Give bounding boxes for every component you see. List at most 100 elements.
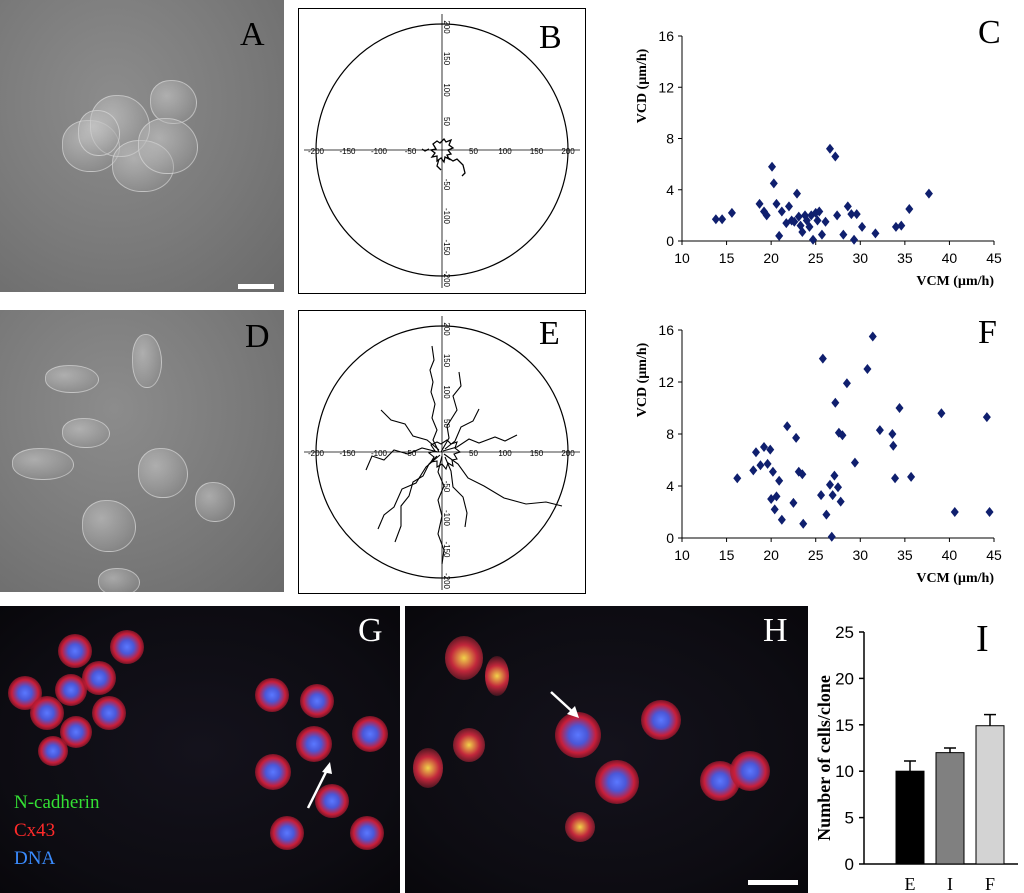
data-point [843,201,852,212]
x-tick-label: 25 [808,250,824,266]
data-point [817,490,826,501]
x-tick-label: 35 [897,250,913,266]
x-tick-label: 10 [674,250,690,266]
cell [445,636,483,680]
data-point [838,430,847,441]
tick-label: 50 [469,147,478,156]
cell [485,656,509,696]
data-point [982,412,991,423]
tick-label: 150 [442,52,451,66]
tick-label: -50 [405,449,417,458]
data-point [825,143,834,154]
cell [350,816,384,850]
tick-label: -100 [442,208,451,225]
data-point [789,497,798,508]
y-tick-label: 20 [835,669,854,688]
y-tick-label: 4 [666,182,674,198]
x-tick-label: 20 [763,250,779,266]
data-point [842,378,851,389]
y-axis-label: VCD (µm/h) [635,48,650,123]
cell [138,118,198,174]
data-point [871,228,880,239]
scatter-chart-c: 0 4 8 12 16 10 15 20 25 30 35 40 45 VCM (µm/h) VCD (µm… [635,28,1002,289]
cell [255,754,291,790]
panel-letter-f: F [978,314,997,351]
data-point [850,457,859,468]
x-tick-label: 40 [942,250,958,266]
x-tick-label: 25 [808,547,824,563]
panel-letter-e: E [539,315,560,352]
data-point [794,466,803,477]
legend-n-cadherin: N-cadherin [14,792,100,813]
tick-label: 200 [442,322,451,336]
x-tick-label: 15 [719,250,735,266]
data-point [783,421,792,432]
data-point [805,221,814,232]
panel-letter-h: H [763,612,788,649]
x-axis-label: VCM (µm/h) [916,571,994,586]
data-point [822,509,831,520]
data-point [815,206,824,217]
data-point [751,447,760,458]
panel-b-trajectory: -200 -200 -150 -150 -100 -100 -50 -50 50 50 100 100… [298,8,586,294]
data-point [768,466,777,477]
category-label: I [947,874,953,893]
x-tick-label: 40 [942,547,958,563]
data-point [755,198,764,209]
tick-label: 150 [530,449,544,458]
cell [255,678,289,712]
panel-e-trajectory: -200 -200 -150 -150 -100 -100 -50 -50 50 50 100 100… [298,310,586,594]
cell [641,700,681,740]
scale-bar [238,284,274,289]
data-point [768,161,777,172]
tick-label: -200 [442,271,451,288]
legend-dna: DNA [14,848,56,869]
data-point [760,442,769,452]
data-point [828,490,837,501]
x-tick-label: 15 [719,547,735,563]
cell [62,418,110,448]
data-point [875,425,884,436]
data-point [905,203,914,214]
data-point [809,234,818,245]
x-tick-label: 35 [897,547,913,563]
data-point [891,221,900,232]
cell [413,748,443,788]
panel-letter-i: I [976,618,989,660]
panel-letter-c: C [978,14,1001,51]
data-point [801,210,810,221]
data-point [833,210,842,221]
data-point [794,211,803,222]
tick-label: 200 [442,20,451,34]
tick-label: -150 [339,147,356,156]
data-point [821,216,830,227]
data-point [827,531,836,542]
y-axis-label: Number of cells/clone [814,675,834,841]
data-point [756,460,765,471]
cell [555,712,601,758]
cell [138,448,188,498]
y-tick-label: 8 [666,131,674,147]
x-tick-label: 30 [852,250,868,266]
data-point [775,230,784,241]
panel-letter-g: G [358,612,383,649]
data-point [950,507,959,517]
data-point [850,234,859,245]
arrow-icon [550,691,579,718]
data-point [798,469,807,480]
cell [78,110,120,156]
tick-label: 100 [442,385,451,399]
tick-label: 50 [442,117,451,126]
y-tick-label: 16 [658,322,674,338]
panel-letter-d: D [245,318,270,355]
cell [55,674,87,706]
bar-chart-i: 0 5 10 15 20 25 E I F Number of cells/clone [814,623,1018,893]
data-point [985,507,994,517]
data-point [711,214,720,225]
panel-h-fluorescence: H [405,606,808,893]
cell [12,448,74,480]
data-point [777,514,786,525]
y-tick-label: 15 [835,716,854,735]
data-point [763,458,772,469]
tick-label: -50 [442,179,451,191]
